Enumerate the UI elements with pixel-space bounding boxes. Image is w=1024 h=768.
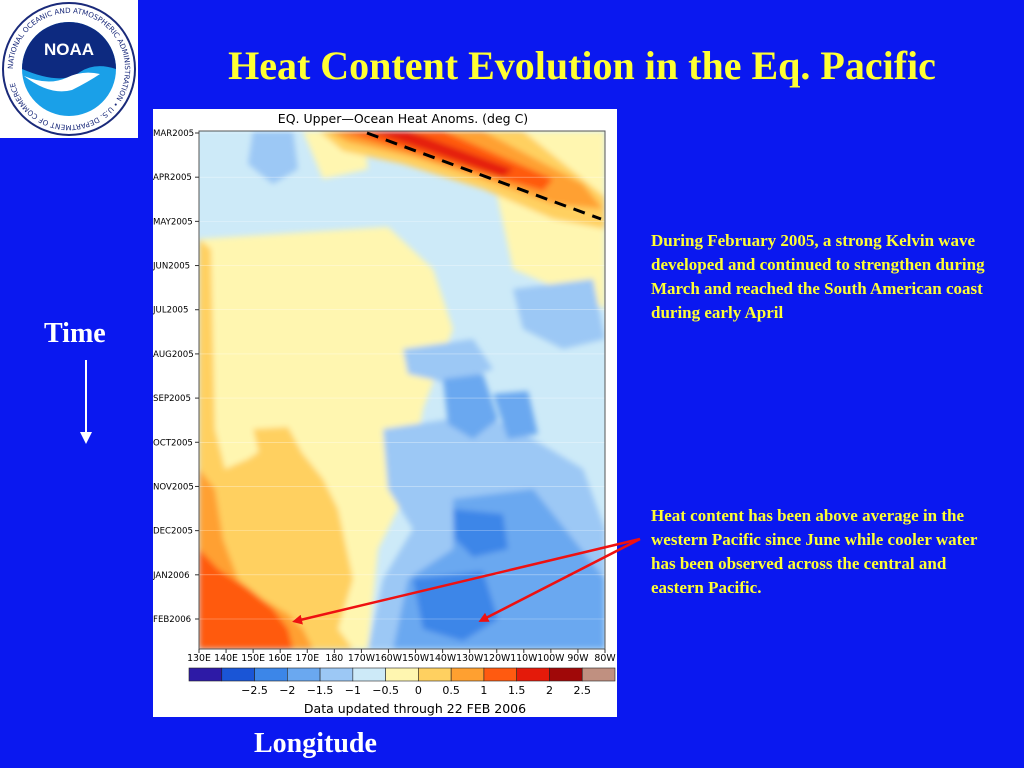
colorbar-swatch <box>385 667 419 682</box>
x-tick-labels: 130E 140E 150E 160E 170E 180 170W 160W 150W 140W 1… <box>187 649 616 664</box>
colorbar-swatch <box>221 667 255 682</box>
y-tick-label: MAY2005 <box>153 217 193 227</box>
colorbar-swatch <box>319 667 354 682</box>
heat-content-note: Heat content has been above average in t… <box>651 506 978 597</box>
colorbar-label: −0.5 <box>372 684 399 697</box>
x-tick-label: 170E <box>295 653 319 664</box>
kelvin-wave-dashed-line <box>366 131 602 221</box>
colorbar-label: 2 <box>546 684 553 697</box>
colorbar-label: −1 <box>345 684 361 697</box>
x-tick-label: 160E <box>268 653 292 664</box>
colorbar-swatch <box>287 667 321 682</box>
colorbar-label: 0.5 <box>442 684 460 697</box>
x-tick-label: 160W <box>375 653 402 664</box>
x-tick-label: 100W <box>537 653 564 664</box>
x-tick-label: 90W <box>567 653 588 664</box>
x-tick-label: 150W <box>402 653 429 664</box>
slide-title: Heat Content Evolution in the Eq. Pacifi… <box>228 43 936 88</box>
noaa-emblem-icon: NATIONAL OCEANIC AND ATMOSPHERIC ADMINIS… <box>2 2 136 136</box>
colorbar-label: 0 <box>415 684 422 697</box>
colorbar-label: 1.5 <box>508 684 526 697</box>
y-tick-labels: MAR2005 APR2005 MAY2005 JUN2005 JUL2005 AUG20… <box>152 129 199 625</box>
colorbar-swatch <box>450 667 485 682</box>
x-tick-label: 120W <box>483 653 510 664</box>
hovmoller-chart: EQ. Upper—Ocean Heat Anoms. (deg C) <box>152 111 616 716</box>
y-tick-label: OCT2005 <box>153 438 193 448</box>
colorbar-label: 1 <box>480 684 487 697</box>
colorbar-labels: −2.5 −2 −1.5 −1 −0.5 0 0.5 1 1.5 2 2.5 <box>241 684 591 697</box>
x-tick-label: 110W <box>510 653 537 664</box>
y-tick-label: APR2005 <box>153 173 192 183</box>
colorbar <box>188 667 616 682</box>
x-tick-label: 80W <box>594 653 615 664</box>
y-tick-label: JUL2005 <box>153 306 188 316</box>
colorbar-label: −2 <box>279 684 295 697</box>
y-tick-label: JAN2006 <box>153 571 190 581</box>
x-tick-label: 130E <box>187 653 211 664</box>
down-arrow-icon <box>80 360 92 444</box>
longitude-axis-label: Longitude <box>254 728 377 759</box>
colorbar-swatch <box>483 667 517 682</box>
x-tick-label: 130W <box>456 653 483 664</box>
time-gridlines <box>199 132 605 620</box>
colorbar-swatch <box>188 667 223 682</box>
x-tick-label: 150E <box>241 653 265 664</box>
x-tick-label: 140W <box>429 653 456 664</box>
y-tick-label: FEB2006 <box>153 615 191 625</box>
x-tick-label: 180 <box>325 653 343 664</box>
y-tick-label: AUG2005 <box>153 350 194 360</box>
heatmap-field <box>199 131 605 649</box>
x-tick-label: 170W <box>348 653 375 664</box>
colorbar-label: −2.5 <box>241 684 268 697</box>
colorbar-label: −1.5 <box>307 684 334 697</box>
noaa-logo: NATIONAL OCEANIC AND ATMOSPHERIC ADMINIS… <box>0 0 138 138</box>
y-tick-label: SEP2005 <box>153 394 191 404</box>
chart-title: EQ. Upper—Ocean Heat Anoms. (deg C) <box>278 111 528 126</box>
colorbar-swatch <box>581 667 616 682</box>
colorbar-label: 2.5 <box>573 684 591 697</box>
colorbar-swatch <box>549 667 583 682</box>
y-tick-label: NOV2005 <box>153 482 194 492</box>
y-tick-label: MAR2005 <box>153 129 194 139</box>
y-tick-label: JUN2005 <box>153 262 190 272</box>
colorbar-swatch <box>352 667 386 682</box>
data-updated-label: Data updated through 22 FEB 2006 <box>304 701 526 716</box>
colorbar-swatch <box>418 667 452 682</box>
time-axis-label: Time <box>44 318 106 349</box>
y-tick-label: DEC2005 <box>153 527 193 537</box>
kelvin-wave-note: During February 2005, a strong Kelvin wa… <box>651 231 985 322</box>
colorbar-swatch <box>254 667 288 682</box>
colorbar-swatch <box>516 667 550 682</box>
hovmoller-chart-panel: EQ. Upper—Ocean Heat Anoms. (deg C) <box>152 109 617 717</box>
logo-text: NOAA <box>44 40 94 59</box>
x-tick-label: 140E <box>214 653 238 664</box>
